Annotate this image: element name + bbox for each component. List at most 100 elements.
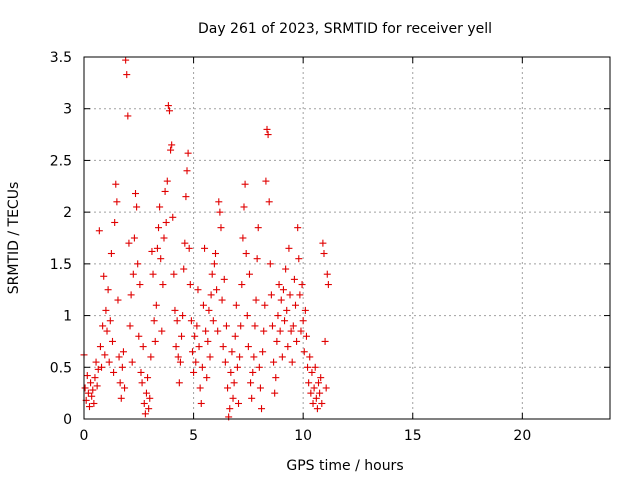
data-point [286, 291, 294, 299]
data-point [98, 363, 106, 371]
data-point [299, 317, 307, 325]
data-point [206, 353, 214, 361]
data-point [106, 317, 114, 325]
data-point [101, 351, 109, 359]
data-point [259, 348, 267, 356]
data-point [236, 353, 244, 361]
data-point [184, 149, 192, 157]
data-point [237, 322, 245, 330]
data-point [296, 291, 304, 299]
data-point [160, 234, 168, 242]
data-point [250, 353, 258, 361]
data-point [238, 281, 246, 289]
data-point [240, 203, 248, 211]
data-point [168, 141, 176, 149]
data-point [102, 306, 110, 314]
data-point [96, 343, 104, 351]
data-point [159, 281, 167, 289]
data-point [181, 239, 189, 247]
data-point [287, 327, 295, 335]
data-point [110, 368, 118, 376]
data-point [227, 368, 235, 376]
data-point [282, 265, 290, 273]
data-point [321, 337, 329, 345]
axis-ticks: 0 5 10 15 20 0 0.5 1 1.5 2 2.5 3 3.5 [50, 50, 610, 444]
data-point [155, 224, 163, 232]
data-point [124, 112, 132, 120]
data-point [267, 291, 275, 299]
data-point [170, 270, 178, 278]
data-point [275, 281, 283, 289]
data-point [197, 399, 205, 407]
data-point [147, 353, 155, 361]
data-point [219, 343, 227, 351]
data-point [214, 327, 222, 335]
y-tick-label: 0.5 [50, 360, 72, 376]
data-point [232, 301, 240, 309]
data-point [175, 379, 183, 387]
data-point [256, 384, 264, 392]
data-point [174, 353, 182, 361]
data-point [116, 379, 124, 387]
data-point [208, 270, 216, 278]
data-point [192, 358, 200, 366]
data-point [158, 327, 166, 335]
data-point [187, 317, 195, 325]
data-point [92, 358, 100, 366]
data-point [188, 348, 196, 356]
data-point [239, 234, 247, 242]
data-point [261, 301, 269, 309]
data-point [242, 250, 250, 258]
data-point [93, 382, 101, 390]
data-point [243, 312, 251, 320]
data-point [139, 343, 147, 351]
data-point [284, 343, 292, 351]
data-point [136, 281, 144, 289]
data-point [202, 327, 210, 335]
data-point [179, 312, 187, 320]
x-axis-label: GPS time / hours [286, 458, 403, 474]
data-point [100, 272, 108, 280]
data-point [241, 180, 249, 188]
data-point [266, 260, 274, 268]
data-point [172, 343, 180, 351]
data-point [217, 224, 225, 232]
data-point [301, 306, 309, 314]
data-point [129, 270, 137, 278]
data-point [107, 250, 115, 258]
data-point [317, 374, 325, 382]
y-tick-label: 1.5 [50, 257, 72, 273]
data-point [123, 71, 131, 79]
data-point [311, 363, 319, 371]
data-point [142, 389, 150, 397]
data-point [194, 286, 202, 294]
data-point [270, 358, 278, 366]
y-tick-label: 3.5 [50, 50, 72, 66]
data-point [279, 286, 287, 294]
data-point [130, 234, 138, 242]
data-point [226, 405, 234, 413]
data-point [316, 389, 324, 397]
data-point [201, 244, 209, 252]
data-point [251, 322, 259, 330]
data-point [156, 203, 164, 211]
data-point [125, 239, 133, 247]
data-point [85, 403, 93, 411]
data-point [254, 224, 262, 232]
data-point [128, 358, 136, 366]
y-tick-label: 1 [63, 309, 72, 325]
data-point [302, 332, 310, 340]
data-point [319, 239, 327, 247]
data-point [193, 322, 201, 330]
x-tick-label: 10 [294, 428, 312, 444]
data-point [195, 343, 203, 351]
data-point [162, 218, 170, 226]
data-point [186, 281, 194, 289]
data-point [204, 337, 212, 345]
data-point [229, 394, 237, 402]
data-point [119, 348, 127, 356]
data-point [252, 296, 260, 304]
data-point [288, 358, 296, 366]
data-point [165, 107, 173, 115]
